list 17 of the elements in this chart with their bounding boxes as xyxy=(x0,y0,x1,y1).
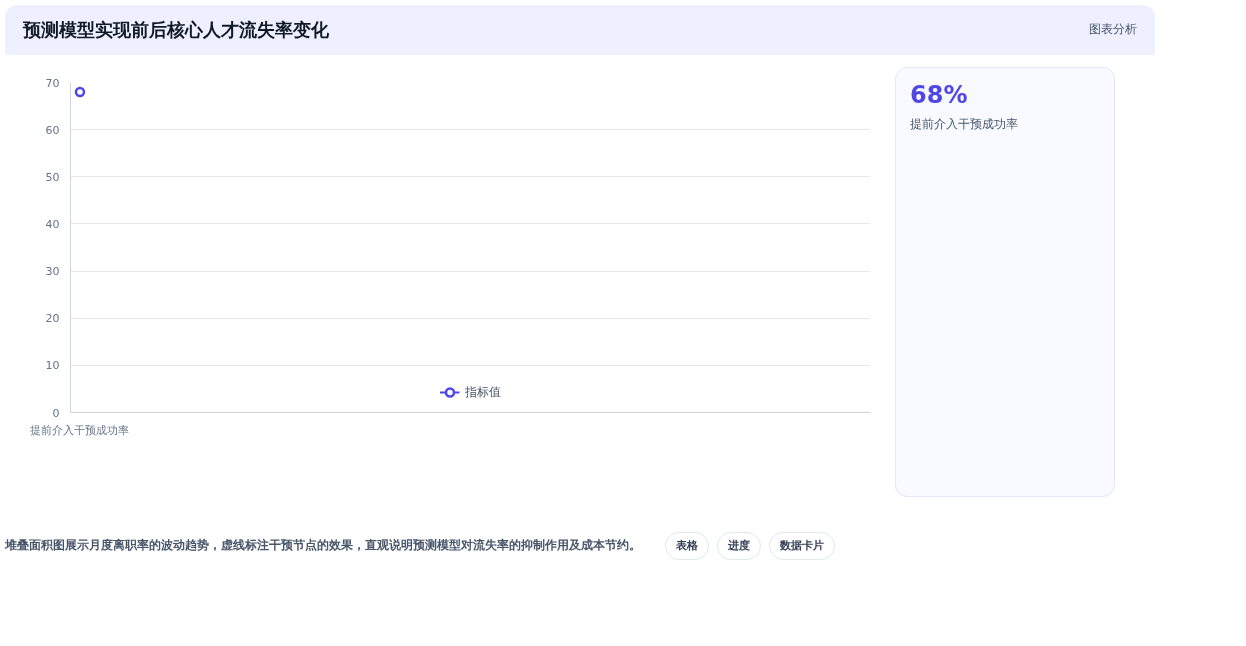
text: 堆叠面积图展示月度离职率的波动趋势，虚线标注干预节点的效果，直观说明预测模型对流失率的抑制作用及成本节约。 xyxy=(5,537,642,555)
y-tick-label: 50 xyxy=(45,170,60,184)
text: 提前介入干预成功率 xyxy=(910,116,1019,134)
text: 预测模型实现前后核心人才流失率变化 xyxy=(23,18,329,42)
y-tick-label: 40 xyxy=(45,217,60,231)
text: 进度 xyxy=(717,532,761,560)
y-tick-label: 20 xyxy=(45,312,60,326)
text: 数据卡片 xyxy=(769,532,835,560)
text: 68% xyxy=(910,80,969,111)
text: 图表分析 xyxy=(1089,21,1137,39)
y-tick-label: 30 xyxy=(45,265,60,279)
y-tick-label: 0 xyxy=(52,406,60,420)
y-tick-label: 10 xyxy=(45,359,60,373)
text: 表格 xyxy=(665,532,709,560)
y-tick-label: 60 xyxy=(45,123,60,137)
legend-label: 指标值 xyxy=(464,383,501,401)
y-tick-label: 70 xyxy=(45,76,60,90)
